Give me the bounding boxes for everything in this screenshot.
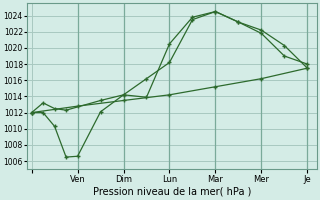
- X-axis label: Pression niveau de la mer( hPa ): Pression niveau de la mer( hPa ): [92, 187, 251, 197]
